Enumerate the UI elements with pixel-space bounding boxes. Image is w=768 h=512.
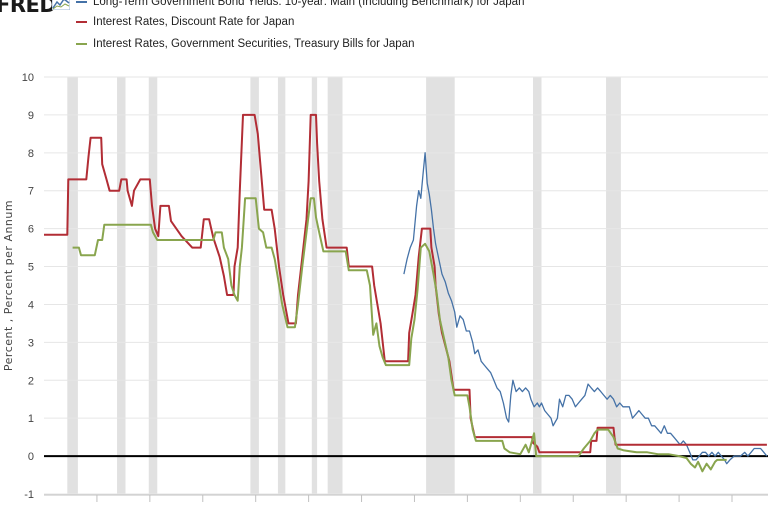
y-axis-ticks: -1 0 1 2 3 4 5 6 7 8 9 10 <box>22 72 34 501</box>
recession-band-8 <box>533 77 542 494</box>
fred-chart-logo-icon <box>52 0 70 10</box>
y-tick-label-3: 3 <box>28 337 34 349</box>
legend-label-discount-rate: Interest Rates, Discount Rate for Japan <box>93 16 295 28</box>
recession-band-5 <box>311 77 318 494</box>
x-axis <box>44 494 768 502</box>
legend-swatch-treasury-bills <box>76 43 87 45</box>
legend-swatch-bond-yields <box>76 1 87 3</box>
y-tick-label-8: 8 <box>28 148 34 160</box>
legend-label-bond-yields: Long-Term Government Bond Yields: 10-yea… <box>93 0 525 8</box>
recession-band-2 <box>148 77 158 494</box>
y-tick-label-7: 7 <box>28 186 34 198</box>
y-tick-label-4: 4 <box>28 299 34 311</box>
gridlines <box>44 76 768 495</box>
recession-band-9 <box>606 77 621 494</box>
recession-band-0 <box>67 77 78 494</box>
y-tick-label-1: 1 <box>28 413 34 425</box>
y-tick-label-2: 2 <box>28 375 34 387</box>
legend-label-treasury-bills: Interest Rates, Government Securities, T… <box>93 38 415 50</box>
y-axis-title: Percent , Percent per Annum <box>2 200 15 371</box>
recession-bands <box>67 77 621 494</box>
y-tick-label-9: 9 <box>28 110 34 122</box>
legend-item-treasury-bills[interactable]: Interest Rates, Government Securities, T… <box>76 36 415 52</box>
y-tick-label-6: 6 <box>28 224 34 236</box>
fred-logo[interactable]: FRED <box>0 0 57 17</box>
y-tick-label-0: 0 <box>28 451 34 463</box>
series-lines <box>44 113 768 473</box>
recession-band-6 <box>327 77 343 494</box>
series-line-treasury-bills <box>72 197 727 473</box>
recession-band-7 <box>426 77 455 494</box>
recession-band-3 <box>250 77 259 494</box>
series-line-bond-yields <box>403 152 768 465</box>
y-tick-label-5: 5 <box>28 262 34 274</box>
y-tick-label-10: 10 <box>22 72 34 84</box>
legend-item-discount-rate[interactable]: Interest Rates, Discount Rate for Japan <box>76 14 294 30</box>
y-tick-label--1: -1 <box>24 489 34 501</box>
recession-band-1 <box>117 77 126 494</box>
legend-item-bond-yields[interactable]: Long-Term Government Bond Yields: 10-yea… <box>76 0 524 10</box>
legend-swatch-discount-rate <box>76 21 87 23</box>
chart-header: FRED Long-Term Government Bond Yields: 1… <box>0 0 768 56</box>
